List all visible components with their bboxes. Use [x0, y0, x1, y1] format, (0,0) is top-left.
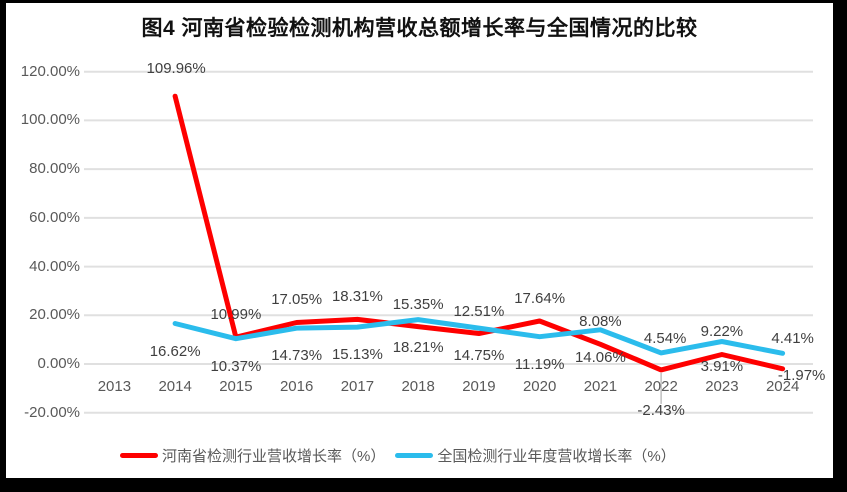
national-data-label: 10.37% — [210, 357, 262, 375]
national-data-label: 18.21% — [392, 338, 444, 356]
henan-series-label: 河南省检测行业营收增长率（%） — [162, 447, 386, 465]
henan-data-label: -2.43% — [637, 401, 685, 419]
henan-data-label: 109.96% — [146, 60, 206, 78]
chart-title: 图4 河南省检验检测机构营收总额增长率与全国情况的比较 — [141, 17, 698, 40]
x-axis-tick-label: 2014 — [158, 378, 192, 395]
x-axis-tick-label: 2016 — [279, 378, 314, 395]
x-axis-tick-label: 2020 — [522, 378, 557, 395]
x-axis-tick-label: 2013 — [97, 378, 132, 395]
chart-legend: 河南省检测行业营收增长率（%） 全国检测行业年度营收增长率（%） — [120, 445, 676, 465]
henan-data-label: -1.97% — [777, 366, 826, 384]
x-axis-tick-label: 2017 — [340, 378, 375, 395]
national-data-label: 14.06% — [574, 348, 626, 366]
x-axis-tick-label: 2018 — [401, 378, 435, 395]
y-axis-tick-label: 40.00% — [29, 257, 80, 275]
national-data-label: 15.13% — [331, 346, 383, 364]
y-axis-tick-label: 20.00% — [29, 306, 80, 324]
national-series-line — [172, 317, 786, 356]
henan-data-label: 12.51% — [453, 302, 505, 320]
national-data-label: 4.41% — [771, 330, 814, 348]
chart-panel — [6, 3, 833, 478]
henan-data-label: 10.99% — [210, 306, 262, 324]
henan-data-label: 18.31% — [331, 288, 383, 306]
henan-data-label: 3.91% — [700, 358, 744, 376]
national-data-label: 14.73% — [271, 347, 323, 365]
henan-data-label: 8.08% — [579, 313, 622, 331]
x-axis-tick-label: 2023 — [705, 378, 739, 395]
national-data-label: 16.62% — [149, 342, 201, 360]
x-axis-tick-label: 2021 — [583, 378, 618, 395]
y-axis-tick-label: 60.00% — [29, 208, 80, 226]
y-axis-tick-label: 0.00% — [37, 355, 80, 372]
y-axis-tick-label: -20.00% — [24, 403, 80, 421]
henan-data-label: 17.64% — [514, 290, 566, 308]
y-axis-tick-label: 120.00% — [20, 62, 80, 80]
national-data-label: 9.22% — [700, 322, 744, 340]
henan-series-swatch — [120, 452, 158, 458]
henan-data-label: 15.35% — [392, 295, 444, 313]
national-series-label: 全国检测行业年度营收增长率（%） — [437, 447, 676, 465]
national-data-label: 11.19% — [514, 355, 565, 373]
national-data-label: 14.75% — [453, 347, 505, 365]
legend-item-national: 全国检测行业年度营收增长率（%） — [395, 445, 676, 466]
national-data-label: 4.54% — [643, 329, 687, 347]
x-axis-tick-label: 2022 — [644, 378, 678, 395]
henan-data-label: 17.05% — [271, 291, 323, 309]
legend-item-henan: 河南省检测行业营收增长率（%） — [120, 445, 385, 466]
national-series-swatch — [395, 452, 434, 458]
x-axis-tick-label: 2015 — [219, 378, 253, 395]
y-axis-tick-label: 100.00% — [20, 111, 80, 129]
x-axis-tick-label: 2024 — [765, 378, 800, 395]
y-axis-tick-label: 80.00% — [29, 160, 80, 178]
x-axis-tick-label: 2019 — [462, 378, 496, 395]
henan-series-line — [172, 93, 786, 373]
